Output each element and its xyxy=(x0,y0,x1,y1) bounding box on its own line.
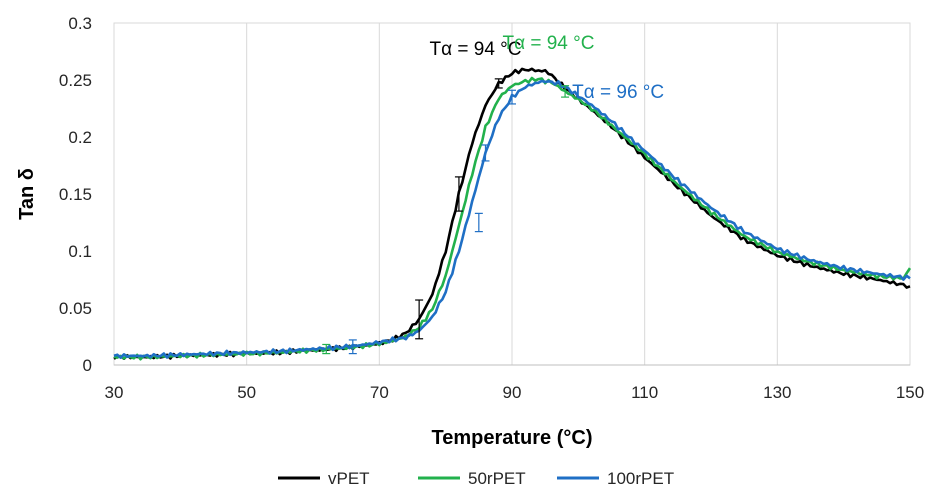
error-bar xyxy=(508,89,516,105)
error-bar xyxy=(322,343,331,355)
annotations: Tα = 94 °CTα = 94 °C Tα = 96 °C xyxy=(430,33,665,103)
x-axis-title: Temperature (°C) xyxy=(432,427,593,449)
y-tick-label: 0.2 xyxy=(68,128,92,147)
peak-annotation: Tα = 94 °C xyxy=(430,39,522,60)
x-tick-labels: 30 50 70 90 110 130 150 xyxy=(105,383,925,402)
legend-label: 50rPET xyxy=(468,469,526,488)
y-tick-label: 0.05 xyxy=(59,299,92,318)
y-tick-label: 0.25 xyxy=(59,71,92,90)
legend-item-100rPET: 100rPET xyxy=(557,469,674,488)
error-bar xyxy=(348,339,357,355)
legend-item-50rPET: 50rPET xyxy=(418,469,526,488)
x-tick-label: 90 xyxy=(503,383,522,402)
peak-annotation: Tα = 94 °C xyxy=(502,33,594,54)
x-tick-label: 30 xyxy=(105,383,124,402)
x-tick-label: 130 xyxy=(763,383,791,402)
error-bar xyxy=(454,176,463,212)
legend-item-vPET: vPET xyxy=(278,469,370,488)
error-bar xyxy=(481,144,490,162)
y-axis-title: Tan δ xyxy=(16,168,38,220)
error-bar xyxy=(561,85,570,98)
x-tick-label: 150 xyxy=(896,383,924,402)
error-bar xyxy=(415,299,424,340)
x-tick-label: 70 xyxy=(370,383,389,402)
peak-annotation: Tα = 96 °C xyxy=(572,82,664,103)
error-bar xyxy=(494,78,503,89)
x-tick-label: 50 xyxy=(237,383,256,402)
y-tick-label: 0 xyxy=(83,356,92,375)
legend-label: 100rPET xyxy=(607,469,674,488)
y-tick-label: 0.1 xyxy=(68,242,92,261)
error-bar xyxy=(474,212,483,233)
y-tick-labels: 0 0.05 0.1 0.15 0.2 0.25 0.3 xyxy=(59,14,92,375)
y-tick-label: 0.15 xyxy=(59,185,92,204)
x-tick-label: 110 xyxy=(631,383,658,402)
legend: vPET 50rPET 100rPET xyxy=(278,469,674,488)
legend-label: vPET xyxy=(328,469,370,488)
error-bars xyxy=(322,78,570,355)
y-tick-label: 0.3 xyxy=(68,14,92,33)
